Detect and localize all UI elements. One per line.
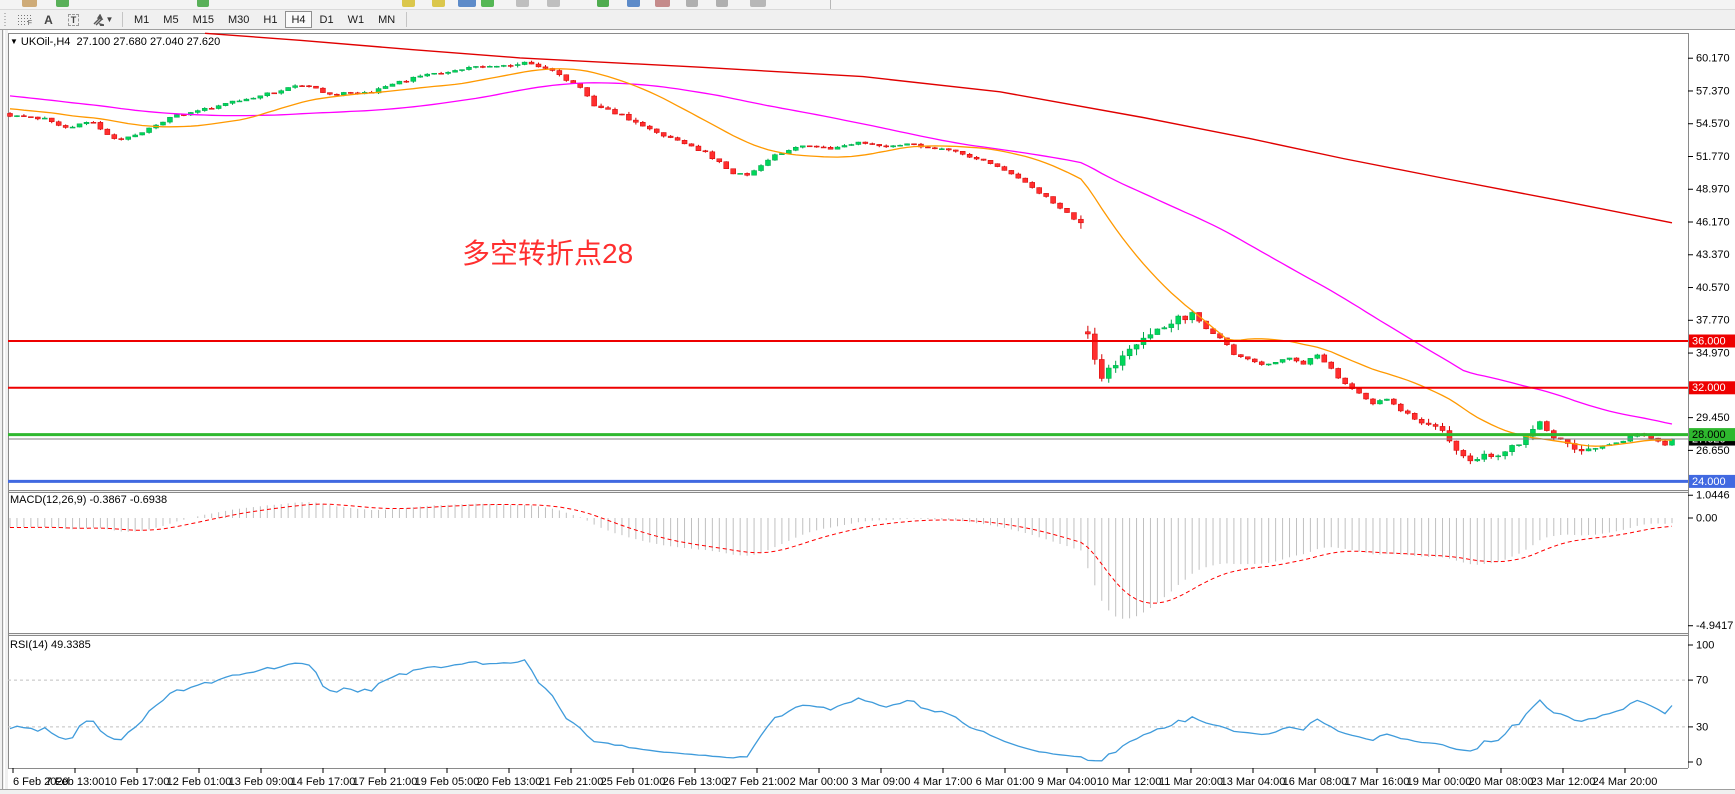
svg-text:24 Mar 20:00: 24 Mar 20:00 — [1593, 776, 1658, 788]
svg-text:16 Mar 08:00: 16 Mar 08:00 — [1283, 776, 1348, 788]
timeframe-d1[interactable]: D1 — [314, 11, 340, 28]
rsi-value: 49.3385 — [50, 639, 91, 651]
timeframe-buttons: M1 M5 M15 M30 H1 H4 D1 W1 MN — [127, 11, 402, 28]
svg-text:13 Feb 09:00: 13 Feb 09:00 — [229, 776, 294, 788]
svg-text:6 Mar 01:00: 6 Mar 01:00 — [976, 776, 1035, 788]
svg-text:-4.9417: -4.9417 — [1696, 620, 1733, 632]
chart-window: 60.170 57.370 54.570 51.770 48.970 46.170 43.3… — [0, 30, 1735, 789]
svg-text:10 Feb 17:00: 10 Feb 17:00 — [105, 776, 170, 788]
svg-text:37.770: 37.770 — [1696, 315, 1730, 327]
svg-text:0.00: 0.00 — [1696, 512, 1717, 524]
svg-text:17 Mar 16:00: 17 Mar 16:00 — [1345, 776, 1410, 788]
svg-text:1.0446: 1.0446 — [1696, 490, 1730, 502]
timeframe-m30[interactable]: M30 — [222, 11, 255, 28]
svg-text:29.450: 29.450 — [1696, 412, 1730, 424]
svg-text:25 Feb 01:00: 25 Feb 01:00 — [601, 776, 666, 788]
cycle-arrows-icon — [93, 13, 104, 26]
svg-text:19 Mar 00:00: 19 Mar 00:00 — [1407, 776, 1472, 788]
svg-text:43.370: 43.370 — [1696, 249, 1730, 261]
svg-text:4 Mar 17:00: 4 Mar 17:00 — [914, 776, 973, 788]
svg-text:51.770: 51.770 — [1696, 151, 1730, 163]
clipped-toolbar-icons — [0, 0, 1735, 10]
macd-panel — [9, 502, 1673, 619]
moving-averages — [9, 32, 1673, 447]
text-label-tool-button[interactable]: A — [36, 11, 61, 28]
svg-text:12 Feb 01:00: 12 Feb 01:00 — [167, 776, 232, 788]
timeframe-m5[interactable]: M5 — [157, 11, 184, 28]
price-axis: 60.170 57.370 54.570 51.770 48.970 46.170 43.3… — [1688, 53, 1733, 768]
svg-text:14 Feb 17:00: 14 Feb 17:00 — [291, 776, 356, 788]
macd-values: -0.3867 -0.6938 — [89, 494, 168, 506]
rsi-label: RSI(14) 49.3385 — [10, 639, 91, 651]
timeframe-m1[interactable]: M1 — [128, 11, 155, 28]
svg-text:28.000: 28.000 — [1692, 429, 1726, 441]
timeframe-h1[interactable]: H1 — [257, 11, 283, 28]
svg-text:20 Mar 08:00: 20 Mar 08:00 — [1469, 776, 1534, 788]
candles — [7, 60, 1675, 465]
svg-text:10 Mar 12:00: 10 Mar 12:00 — [1097, 776, 1162, 788]
chart-canvas[interactable]: 60.170 57.370 54.570 51.770 48.970 46.170 43.3… — [0, 30, 1735, 789]
svg-text:21 Feb 21:00: 21 Feb 21:00 — [539, 776, 604, 788]
window-bottom-edge — [0, 789, 1735, 794]
svg-text:36.000: 36.000 — [1692, 335, 1726, 347]
collapse-caret-icon[interactable]: ▼ — [10, 37, 18, 46]
svg-text:46.170: 46.170 — [1696, 216, 1730, 228]
svg-text:34.970: 34.970 — [1696, 347, 1730, 359]
text-box-icon: T — [67, 13, 80, 26]
svg-text:32.000: 32.000 — [1692, 382, 1726, 394]
arrow-styles-tool-button[interactable]: ▼ — [86, 11, 118, 28]
svg-text:24.000: 24.000 — [1692, 476, 1726, 488]
svg-text:40.570: 40.570 — [1696, 282, 1730, 294]
chart-title: ▼ UKOil-,H4 27.100 27.680 27.040 27.620 — [10, 36, 220, 48]
rsi-panel — [8, 659, 1688, 762]
svg-text:26.650: 26.650 — [1696, 445, 1730, 457]
toolbar-grip[interactable] — [2, 12, 9, 27]
svg-text:19 Feb 05:00: 19 Feb 05:00 — [415, 776, 480, 788]
svg-text:48.970: 48.970 — [1696, 184, 1730, 196]
svg-text:0: 0 — [1696, 756, 1702, 768]
toolbar-separator-2 — [406, 12, 408, 27]
dropdown-caret-icon: ▼ — [105, 15, 114, 24]
svg-text:20 Feb 13:00: 20 Feb 13:00 — [477, 776, 542, 788]
dotted-grid-icon — [17, 15, 31, 25]
toolbar: F A T ▼ M1 M5 M15 M30 H1 H4 D1 W1 MN — [0, 10, 1735, 30]
horizontal-lines — [8, 340, 1688, 483]
svg-text:30: 30 — [1696, 721, 1708, 733]
timeframe-mn[interactable]: MN — [372, 11, 401, 28]
chart-background — [0, 30, 1735, 789]
svg-text:2 Mar 00:00: 2 Mar 00:00 — [790, 776, 849, 788]
text-label-icon: A — [44, 12, 53, 27]
svg-text:54.570: 54.570 — [1696, 118, 1730, 130]
svg-text:23 Mar 12:00: 23 Mar 12:00 — [1531, 776, 1596, 788]
crosshair-tool-button[interactable]: F — [11, 11, 36, 28]
svg-text:57.370: 57.370 — [1696, 85, 1730, 97]
svg-text:9 Mar 04:00: 9 Mar 04:00 — [1038, 776, 1097, 788]
svg-text:13 Mar 04:00: 13 Mar 04:00 — [1221, 776, 1286, 788]
crosshair-f-label: F — [27, 20, 32, 27]
timeframe-w1[interactable]: W1 — [342, 11, 371, 28]
macd-label: MACD(12,26,9) -0.3867 -0.6938 — [10, 494, 168, 506]
svg-text:11 Mar 20:00: 11 Mar 20:00 — [1159, 776, 1223, 788]
toolbar-separator — [122, 12, 123, 27]
text-box-tool-button[interactable]: T — [61, 11, 86, 28]
svg-text:17 Feb 21:00: 17 Feb 21:00 — [353, 776, 418, 788]
timeframe-m15[interactable]: M15 — [187, 11, 220, 28]
svg-text:27 Feb 21:00: 27 Feb 21:00 — [725, 776, 790, 788]
svg-text:7 Feb 13:00: 7 Feb 13:00 — [46, 776, 105, 788]
svg-text:3 Mar 09:00: 3 Mar 09:00 — [852, 776, 911, 788]
svg-text:100: 100 — [1696, 639, 1714, 651]
panel-frames — [8, 33, 1689, 769]
price-annotation: 多空转折点28 — [462, 238, 634, 269]
chart-title-text: UKOil-,H4 27.100 27.680 27.040 27.620 — [20, 36, 221, 48]
timeframe-h4[interactable]: H4 — [285, 11, 312, 28]
svg-text:26 Feb 13:00: 26 Feb 13:00 — [663, 776, 728, 788]
svg-text:70: 70 — [1696, 675, 1708, 687]
svg-text:6 Feb 2020: 6 Feb 2020 — [13, 776, 69, 788]
svg-text:60.170: 60.170 — [1696, 53, 1730, 65]
